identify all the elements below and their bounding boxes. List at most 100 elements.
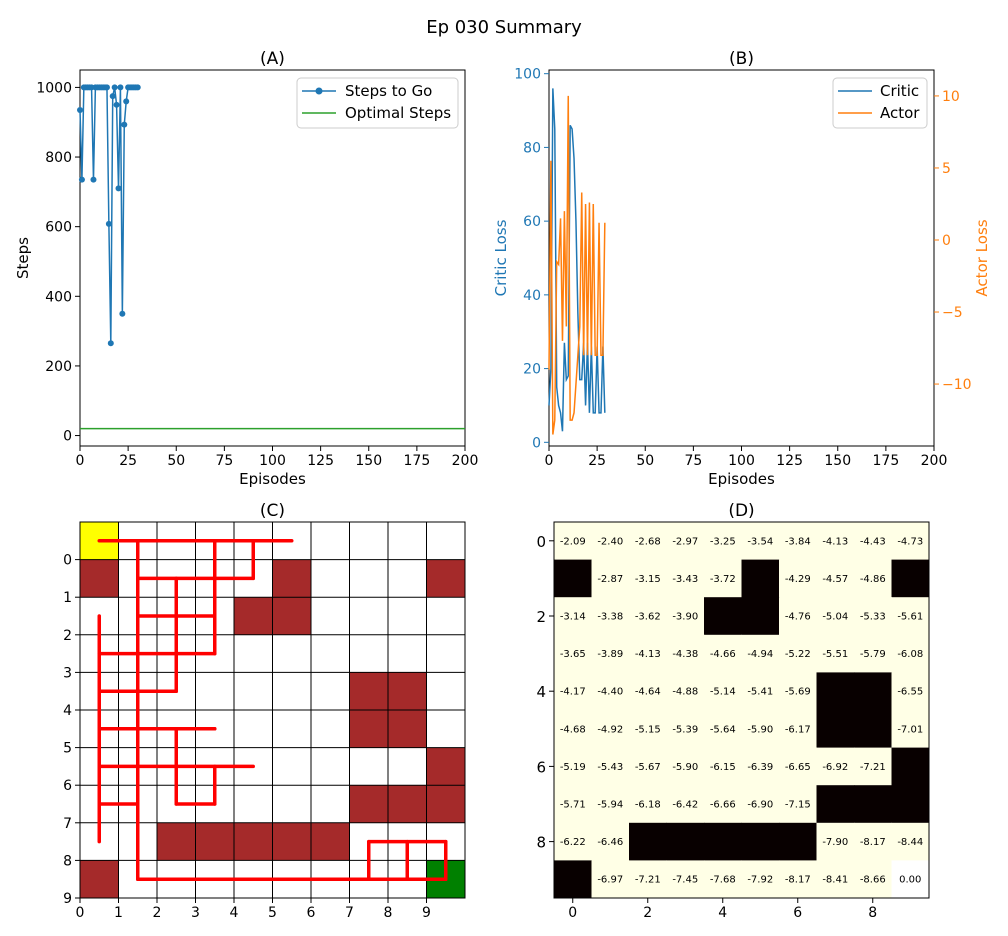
heatmap-cell [891,860,930,899]
heatmap-cell [779,634,817,673]
panel-b-series [548,88,606,435]
heatmap-cell [591,634,630,673]
heatmap-cell-blocked [891,747,930,786]
panel-a-ylabel: Steps [14,237,32,279]
heatmap-value-label: -4.88 [672,687,698,698]
heatmap-cell [891,522,930,561]
steps-to-go-point [123,98,130,105]
x-tick-label: 0 [545,453,554,469]
y-tick-label: 1000 [36,80,72,96]
y-tick-label: 400 [45,289,72,305]
heatmap-value-label: -3.54 [747,536,773,547]
heatmap-value-label: -5.22 [785,649,811,660]
heatmap-cell [854,597,892,636]
steps-to-go-point [111,84,118,91]
heatmap-cell-blocked [891,559,930,598]
heatmap-cell [741,710,780,749]
heatmap-cell-blocked [891,785,930,824]
heatmap-cell [816,747,855,786]
heatmap-cell [854,747,892,786]
heatmap-cell-blocked [854,672,892,711]
obstacle-cell [349,672,388,710]
heatmap-cell [704,634,742,673]
heatmap-value-label: -5.67 [635,762,661,773]
heatmap-value-label: -6.08 [897,649,923,660]
panel-d-cells [554,522,930,899]
heatmap-value-label: -3.43 [672,574,698,585]
y-tick-label: 800 [45,150,72,166]
heatmap-cell-blocked [816,672,855,711]
panel-d-value-labels: -2.09 -2.40 -2.68 -2.97 -3.25 -3.54 -3.84 -4.13… [560,536,923,885]
heatmap-cell [854,634,892,673]
y-right-tick-label: 10 [942,89,960,105]
y-tick-label: 0 [63,429,72,445]
heatmap-value-label: -7.01 [897,724,923,735]
heatmap-value-label: -5.90 [747,724,773,735]
heatmap-cell-blocked [741,559,780,598]
obstacle-cell [388,672,427,710]
y-right-tick-label: 5 [942,161,951,177]
x-tick-label: 200 [921,453,948,469]
x-tick-label: 8 [868,905,877,921]
heatmap-cell [554,785,592,824]
legend-actor-label: Actor [880,104,920,122]
steps-to-go-point [119,310,126,317]
heatmap-cell [779,785,817,824]
heatmap-cell [779,860,817,899]
heatmap-cell [591,522,630,561]
y-tick-label: 60 [523,214,541,230]
heatmap-value-label: -8.66 [860,875,886,886]
y-tick-label: 7 [63,816,72,832]
y-tick-label: 100 [514,67,541,83]
heatmap-value-label: -6.42 [672,800,698,811]
heatmap-cell-blocked [704,822,742,861]
heatmap-cell [591,747,630,786]
heatmap-cell [816,822,855,861]
y-tick-label: 9 [63,891,72,907]
heatmap-value-label: -7.45 [672,875,698,886]
heatmap-value-label: -5.15 [635,724,661,735]
obstacle-cell [272,822,311,861]
heatmap-value-label: -4.13 [635,649,661,660]
heatmap-cell [891,634,930,673]
heatmap-cell [666,672,705,711]
heatmap-value-label: -4.94 [747,649,773,660]
x-tick-label: 175 [873,453,900,469]
heatmap-cell [704,672,742,711]
heatmap-cell [554,672,592,711]
panel-a-y-ticks: 0 200 400 600 800 1000 [36,80,80,445]
heatmap-cell [816,559,855,598]
heatmap-cell [741,522,780,561]
x-tick-label: 7 [345,905,354,921]
steps-to-go-point [90,176,97,183]
panel-c-gridlines [80,522,465,898]
y-tick-label: 4 [63,703,72,719]
heatmap-value-label: -6.39 [747,762,773,773]
obstacle-cell [157,822,196,861]
heatmap-cell-blocked [816,710,855,749]
heatmap-cell [629,597,667,636]
heatmap-cell-blocked [779,822,817,861]
heatmap-value-label: -7.90 [822,837,848,848]
panel-b-title: (B) [729,49,754,69]
heatmap-cell [554,822,592,861]
heatmap-cell-blocked [554,860,592,899]
steps-to-go-point [134,84,141,91]
heatmap-value-label: -4.13 [822,536,848,547]
heatmap-value-label: -8.17 [860,837,886,848]
heatmap-cell [629,747,667,786]
heatmap-cell [629,634,667,673]
heatmap-cell-blocked [816,785,855,824]
x-tick-label: 4 [230,905,239,921]
x-tick-label: 3 [191,905,200,921]
y-tick-label: 3 [63,665,72,681]
panel-c-cells [80,522,465,898]
heatmap-value-label: -3.25 [710,536,736,547]
heatmap-value-label: -5.61 [897,612,923,623]
legend-box [296,77,459,129]
heatmap-value-label: -4.66 [710,649,736,660]
heatmap-value-label: -6.15 [710,762,736,773]
heatmap-cell [554,634,592,673]
obstacle-cell [80,860,119,898]
y-tick-label: 4 [536,683,546,701]
